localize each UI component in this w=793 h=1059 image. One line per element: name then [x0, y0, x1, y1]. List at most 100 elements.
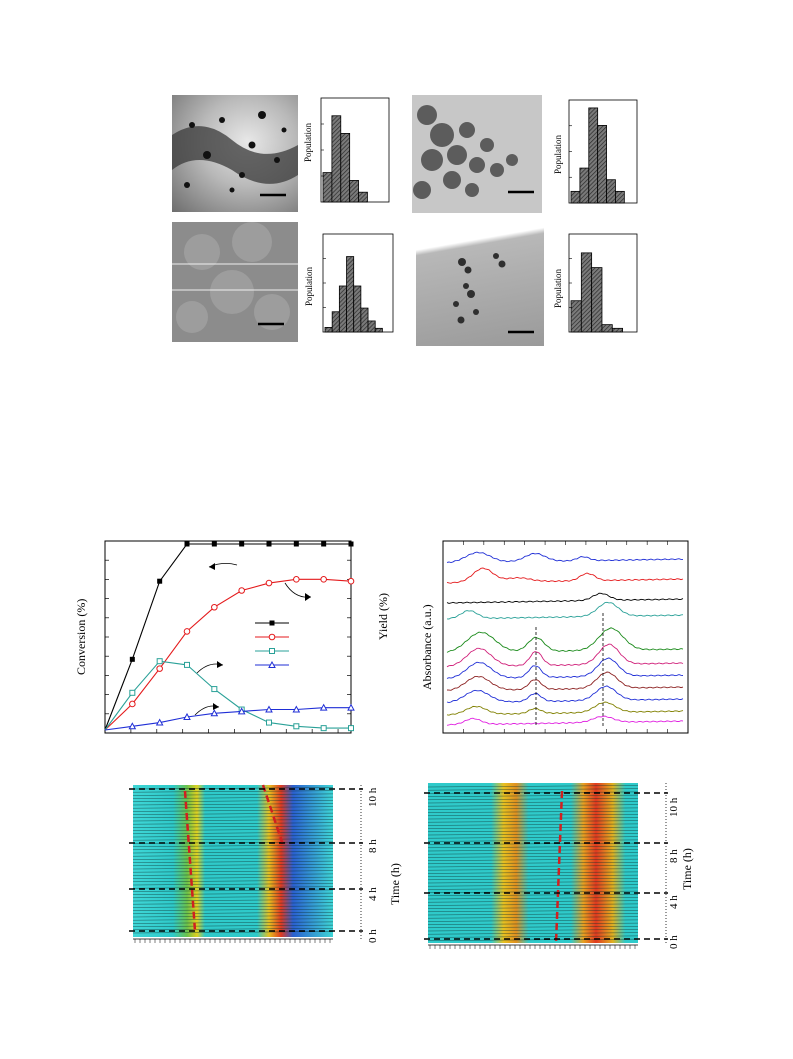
histogram-a-ylabel: Population — [303, 122, 313, 162]
surface-trace — [427, 881, 639, 884]
data-point — [320, 576, 327, 583]
surface-trace — [427, 817, 639, 820]
histogram-bar — [570, 190, 581, 204]
surface-trace — [132, 806, 334, 809]
data-point — [183, 628, 191, 635]
surface-trace — [427, 849, 639, 852]
time-tick-4h-left: 4 h — [367, 887, 379, 901]
data-point — [293, 723, 300, 730]
surface-trace — [427, 916, 639, 919]
surface-trace — [132, 912, 334, 915]
surface-trace — [427, 929, 639, 932]
time-axis-left: 0 h 4 h 8 h 10 h — [333, 785, 393, 945]
surface-trace — [132, 812, 334, 815]
surface-trace — [132, 908, 334, 911]
surface-trace — [132, 892, 334, 895]
surface-trace — [132, 816, 334, 819]
surface-trace — [132, 809, 334, 812]
surface-trace — [132, 825, 334, 828]
histogram-bar — [349, 180, 359, 203]
time-tick-10h-left: 10 h — [367, 787, 379, 807]
tem-particles-d — [453, 253, 534, 334]
arrow-head — [209, 563, 215, 570]
series-line-1 — [104, 578, 352, 731]
histogram-bar — [580, 252, 593, 333]
data-point — [237, 707, 246, 715]
surface-trace — [132, 844, 334, 847]
surface-trace — [427, 910, 639, 913]
surface-trace — [132, 889, 334, 892]
arrow-head — [217, 661, 223, 668]
histogram-bar — [331, 311, 340, 333]
tem-texture-c — [172, 222, 298, 333]
data-point — [157, 578, 163, 584]
data-point — [156, 665, 163, 672]
surface-trace — [427, 938, 639, 941]
time-axis-right: 0 h 4 h 8 h 10 h — [640, 783, 700, 951]
histogram-bar — [601, 324, 613, 333]
surface-trace — [132, 822, 334, 825]
histogram-b-ylabel: Population — [553, 134, 563, 174]
surface-trace — [427, 913, 639, 916]
data-point — [239, 541, 245, 547]
tem-image-c — [172, 222, 298, 342]
data-point — [266, 719, 272, 726]
time-tick-10h-right: 10 h — [668, 797, 680, 817]
data-point — [129, 656, 135, 662]
surface-trace — [132, 800, 334, 803]
histogram-b — [568, 99, 638, 204]
spectrum-7 — [446, 671, 684, 691]
legend-marker — [268, 660, 276, 668]
surface-trace — [427, 919, 639, 922]
surface-trace — [132, 924, 334, 927]
histogram-bar — [606, 179, 616, 204]
surface-trace — [427, 871, 639, 874]
surface-trace — [427, 903, 639, 906]
surface-trace — [132, 835, 334, 838]
surface-trace — [427, 833, 639, 836]
surface-trace — [132, 899, 334, 902]
time-tick-8h-right: 8 h — [668, 849, 680, 863]
surface-trace — [132, 915, 334, 918]
surface-trace — [427, 826, 639, 829]
histogram-d-ylabel: Population — [553, 268, 563, 308]
data-point — [347, 703, 355, 711]
surface-trace — [427, 900, 639, 903]
surface-trace — [427, 890, 639, 893]
tem-image-a — [172, 95, 298, 212]
data-point — [156, 658, 163, 665]
surface-trace — [427, 791, 639, 794]
histogram-bar — [591, 267, 603, 333]
surface-trace — [132, 864, 334, 867]
chart-frame — [104, 540, 352, 734]
data-point — [211, 686, 218, 693]
surface-trace — [427, 807, 639, 810]
surface-trace — [427, 887, 639, 890]
surface-trace — [132, 832, 334, 835]
histogram-bar — [615, 190, 625, 204]
data-point — [211, 541, 217, 547]
surface-trace — [427, 836, 639, 839]
spectrum-1 — [446, 567, 684, 584]
surface-trace — [427, 906, 639, 909]
surface-trace — [132, 918, 334, 921]
surface-trace — [427, 810, 639, 813]
surface-trace — [132, 796, 334, 799]
legend-marker — [269, 620, 275, 626]
surface-trace — [132, 819, 334, 822]
surface-trace — [132, 870, 334, 873]
spectrum-10 — [446, 715, 684, 726]
surface-trace — [132, 838, 334, 841]
spectrum-4 — [446, 627, 684, 653]
surface-trace — [132, 854, 334, 857]
surface-trace — [427, 839, 639, 842]
surface-trace — [132, 896, 334, 899]
surface-trace — [427, 874, 639, 877]
data-point — [293, 576, 300, 583]
histogram-bar — [611, 327, 624, 333]
histogram-bar — [331, 115, 342, 203]
surface-trace — [132, 876, 334, 879]
data-point — [348, 725, 354, 732]
series-line-3 — [104, 707, 351, 731]
yield-ylabel: Yield (%) — [376, 593, 390, 640]
